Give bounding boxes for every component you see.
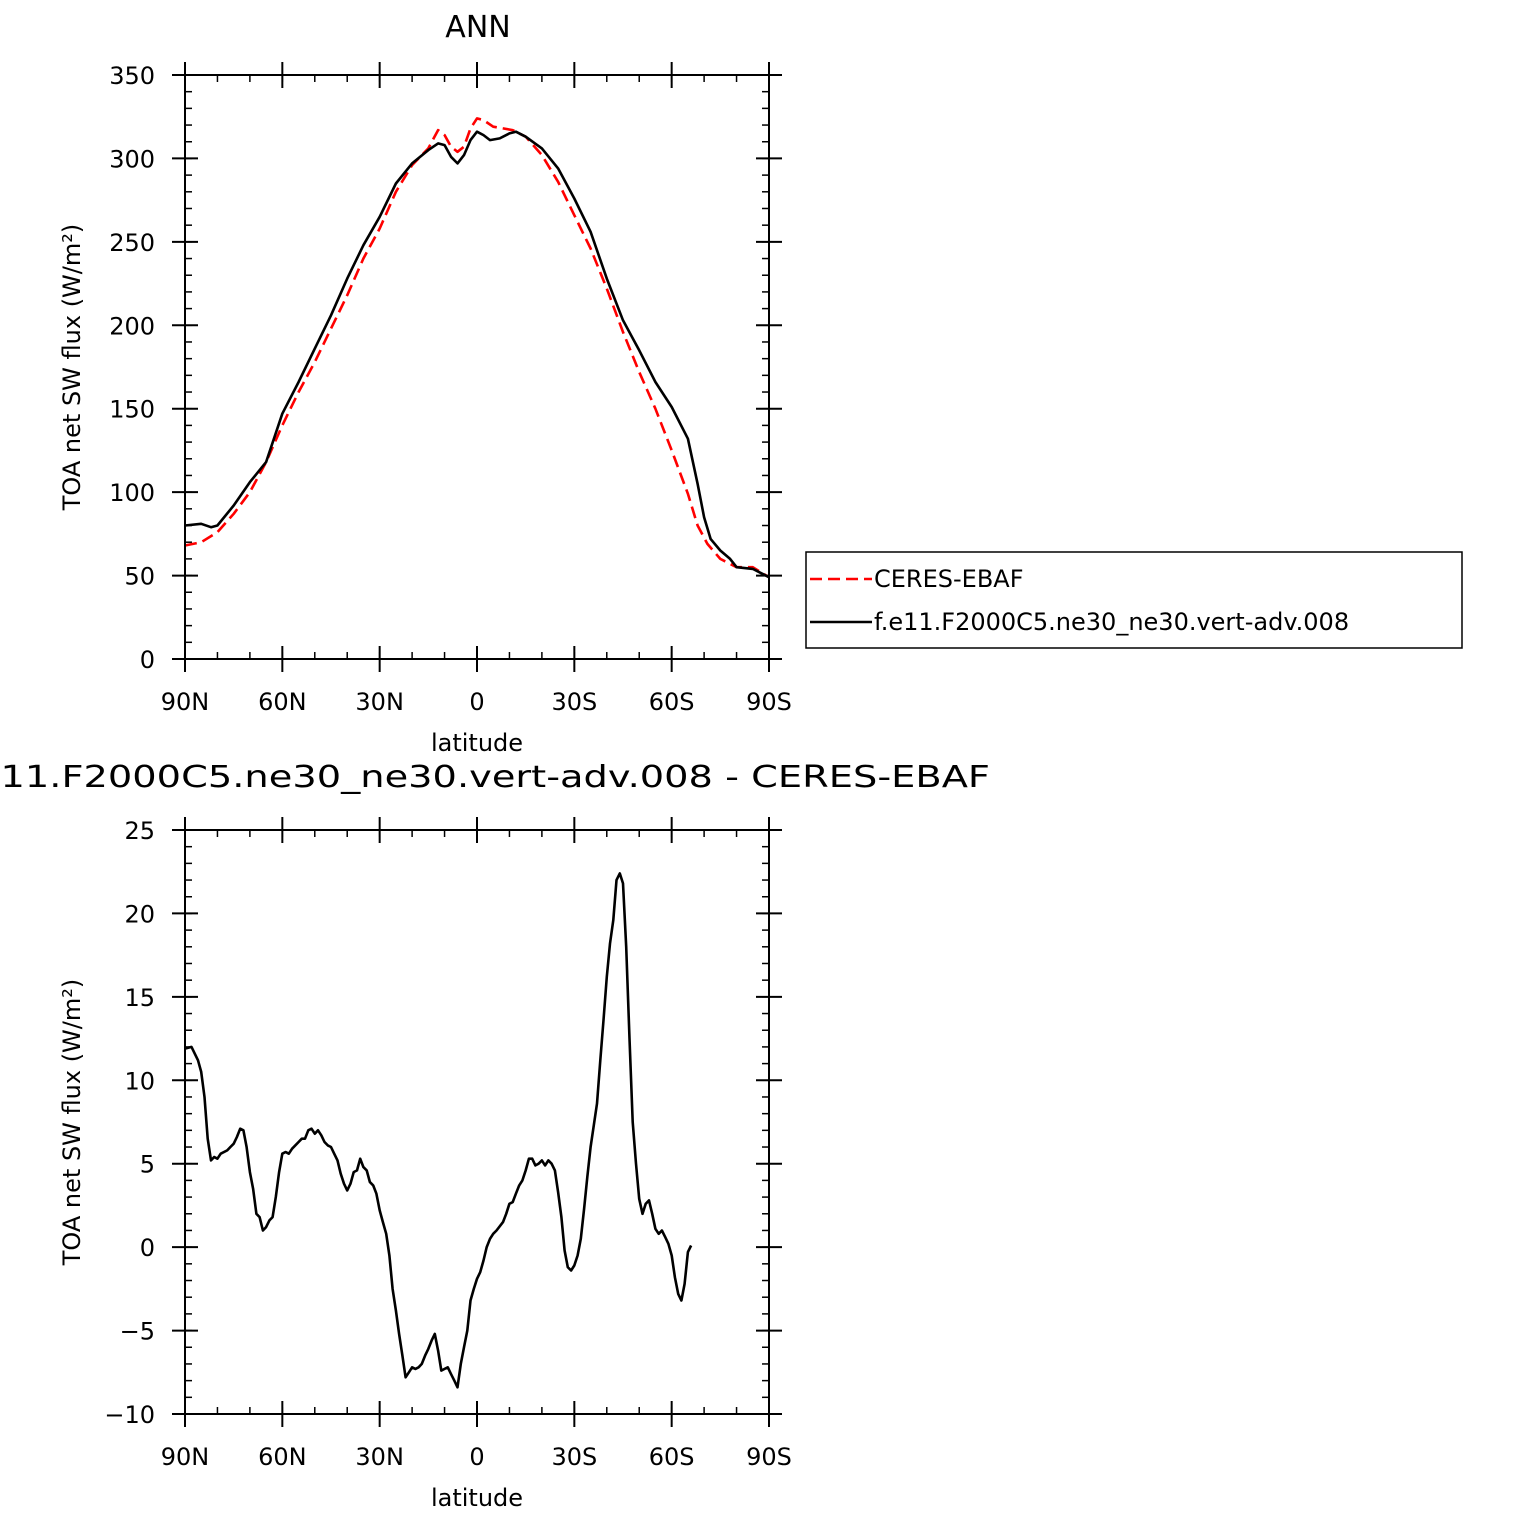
panel-annual-mean: ANN 0 50 100 150 200 250 300 350 90N 60N 30N 0 30S 60… xyxy=(58,10,792,757)
plot-frame xyxy=(184,829,770,1415)
y-tick-label: 150 xyxy=(109,396,155,424)
y-axis-label: TOA net SW flux (W/m²) xyxy=(58,224,86,512)
series-line-f-e11-f2000c5-ne30-ne30-vert-adv-008 xyxy=(184,130,770,579)
panel-difference: f.e11.F2000C5.ne30_ne30.vert-adv.008 - C… xyxy=(0,760,990,1512)
x-tick-label: 60S xyxy=(649,688,695,716)
x-tick-label: 90N xyxy=(161,1443,210,1471)
y-tick-label: −10 xyxy=(104,1401,155,1429)
y-tick-label: 15 xyxy=(124,984,155,1012)
legend-label-model: f.e11.F2000C5.ne30_ne30.vert-adv.008 xyxy=(874,608,1349,636)
y-tick-label: 350 xyxy=(109,62,155,90)
chart-title: ANN xyxy=(445,10,510,45)
y-tick-label: 5 xyxy=(140,1151,155,1179)
y-tick-label: 300 xyxy=(109,145,155,173)
series-lines xyxy=(184,117,770,579)
x-axis-label: latitude xyxy=(431,729,523,757)
legend-box xyxy=(805,551,1463,649)
x-tick-label: 0 xyxy=(469,688,484,716)
y-tick-label: 10 xyxy=(124,1067,155,1095)
y-tick-label: 20 xyxy=(124,900,155,928)
series-line-ceres-ebaf xyxy=(184,117,770,579)
x-tick-label: 30N xyxy=(355,1443,404,1471)
legend-label-ceres: CERES-EBAF xyxy=(874,565,1024,593)
y-tick-label: 25 xyxy=(124,817,155,845)
x-tick-label: 90N xyxy=(161,688,210,716)
x-tick-label: 0 xyxy=(469,1443,484,1471)
x-tick-label: 60S xyxy=(649,1443,695,1471)
x-tick-label: 90S xyxy=(746,1443,792,1471)
x-tick-label: 30N xyxy=(355,688,404,716)
series-line-difference xyxy=(184,872,693,1389)
legend: CERES-EBAF f.e11.F2000C5.ne30_ne30.vert-… xyxy=(805,551,1463,649)
series-lines xyxy=(184,872,693,1389)
y-tick-label: 50 xyxy=(124,563,155,591)
y-tick-label: 0 xyxy=(140,1234,155,1262)
x-axis-label: latitude xyxy=(431,1484,523,1512)
x-tick-label: 90S xyxy=(746,688,792,716)
y-tick-label: 100 xyxy=(109,479,155,507)
chart-title: f.e11.F2000C5.ne30_ne30.vert-adv.008 - C… xyxy=(0,760,990,795)
x-tick-label: 30S xyxy=(551,688,597,716)
x-tick-label: 30S xyxy=(551,1443,597,1471)
plot-frame xyxy=(184,74,770,660)
y-tick-label: −5 xyxy=(120,1318,155,1346)
y-tick-label: 250 xyxy=(109,229,155,257)
x-tick-label: 60N xyxy=(258,1443,307,1471)
x-tick-label: 60N xyxy=(258,688,307,716)
y-tick-label: 200 xyxy=(109,312,155,340)
y-tick-label: 0 xyxy=(140,646,155,674)
axis-ticks: 0 50 100 150 200 250 300 350 90N 60N 30N 0 30S 60S 90S xyxy=(109,62,792,716)
y-axis-label: TOA net SW flux (W/m²) xyxy=(58,979,86,1267)
